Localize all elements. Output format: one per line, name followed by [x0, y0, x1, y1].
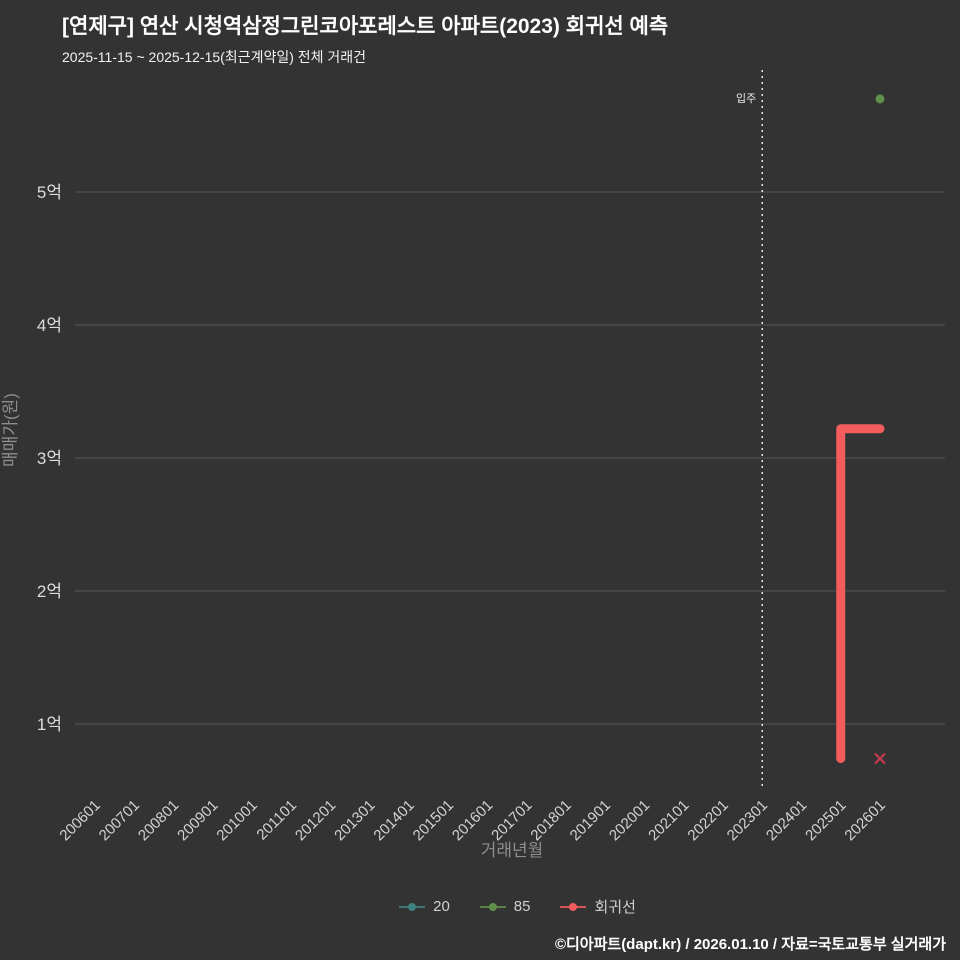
x-tick-label: 202201 [684, 797, 731, 844]
y-tick-label: 3억 [37, 449, 62, 468]
x-tick-label: 201001 [213, 797, 260, 844]
x-tick-label: 200701 [96, 797, 143, 844]
plot-area: 1억 2억 3억 4억 5억 200601200701200801200901201001… [37, 70, 945, 844]
x-tick-label: 202501 [802, 797, 849, 844]
x-tick-label: 202301 [724, 797, 771, 844]
y-axis-title: 매매가(원) [1, 393, 20, 467]
x-tick-label: 202601 [841, 797, 888, 844]
y-tick-label: 5억 [37, 183, 62, 202]
x-tick-label: 200601 [56, 797, 103, 844]
legend-item-85[interactable]: 85 [479, 898, 531, 915]
x-tick-label: 201401 [370, 797, 417, 844]
x-tick-label: 201801 [527, 797, 574, 844]
x-tick-label: 201701 [488, 797, 535, 844]
chart-title: [연제구] 연산 시청역삼정그린코아포레스트 아파트(2023) 회귀선 예측 [62, 15, 669, 38]
series-line-회귀선[interactable] [836, 424, 885, 764]
marker-dot-85[interactable] [875, 94, 885, 104]
x-tick-label: 201201 [292, 797, 339, 844]
x-tick-label: 201501 [410, 797, 457, 844]
legend-marker [560, 902, 587, 912]
x-tick-label: 201101 [253, 797, 300, 844]
y-tick-label: 2억 [37, 582, 62, 601]
chart-subtitle: 2025-11-15 ~ 2025-12-15(최근계약일) 전체 거래건 [62, 49, 367, 65]
y-tick-label: 1억 [37, 715, 62, 734]
chart-header: [연제구] 연산 시청역삼정그린코아포레스트 아파트(2023) 회귀선 예측 … [62, 10, 668, 67]
legend-label: 85 [513, 898, 531, 915]
x-tick-label: 202001 [606, 797, 653, 844]
x-tick-label: 200801 [135, 797, 182, 844]
chart-legend: 20 85 회귀선 [0, 896, 960, 917]
marker-x-회귀선[interactable] [874, 752, 886, 765]
legend-marker [399, 902, 426, 912]
x-tick-label: 201601 [449, 797, 496, 844]
x-tick-label: 201301 [331, 797, 378, 844]
legend-label: 20 [433, 898, 450, 915]
chart-svg: 매매가(원) 거래년월 1억 2억 3억 4억 5억 200601200701200801… [1, 70, 945, 860]
legend-item-20[interactable]: 20 [399, 898, 450, 915]
x-tick-label: 200901 [174, 797, 221, 844]
x-axis-title: 거래년월 [481, 841, 544, 860]
x-tick-label: 202401 [763, 797, 810, 844]
legend-item-회귀선[interactable]: 회귀선 [560, 896, 636, 917]
move-in-label: 입주 [736, 92, 756, 105]
footer-credit: ©디아파트(dapt.kr) / 2026.01.10 / 자료=국토교통부 실… [554, 936, 946, 953]
legend-label: 회귀선 [594, 899, 636, 916]
legend-marker [479, 902, 506, 912]
x-tick-label: 202101 [645, 797, 692, 844]
x-tick-label: 201901 [567, 797, 614, 844]
y-tick-label: 4억 [37, 316, 62, 335]
